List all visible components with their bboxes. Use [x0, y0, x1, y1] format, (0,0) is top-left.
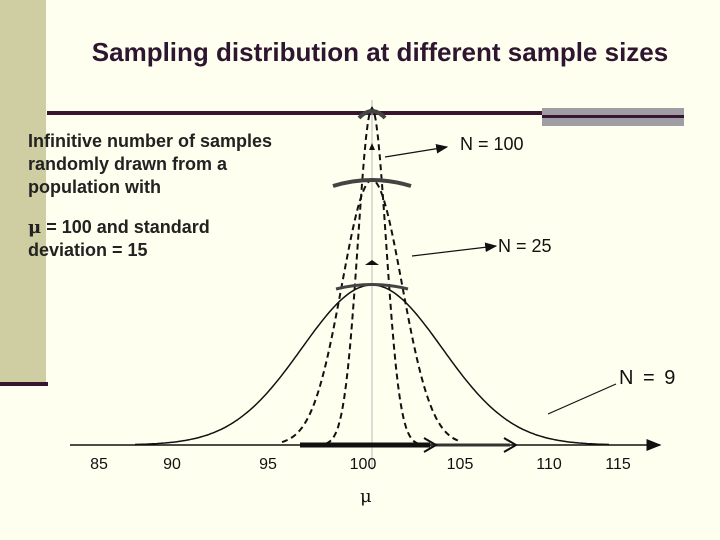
curve-n25: [281, 178, 461, 444]
label-n9: N = 9: [619, 367, 678, 389]
title-rule: [47, 111, 377, 115]
title-rule-right: [377, 111, 542, 115]
description-line-1: Infinitive number of samples randomly dr…: [28, 131, 273, 197]
arrow-n25: [411, 242, 498, 257]
side-accent-bar: [0, 0, 46, 386]
axis-arrow-mark-2: [503, 437, 518, 453]
x-tick-label: 115: [605, 456, 631, 473]
x-tick-label: 105: [446, 456, 474, 473]
label-n100: N = 100: [460, 134, 524, 154]
slide-title: Sampling distribution at different sampl…: [91, 37, 669, 67]
peak-marker-n100: [369, 143, 375, 150]
curve-n25-peak-highlight: [332, 178, 412, 188]
x-tick-label: 110: [536, 456, 562, 473]
title-rule-grey-line: [542, 115, 684, 118]
curve-n9-peak-highlight: [335, 283, 409, 291]
description-line-2: μ = 100 and standard deviation = 15: [28, 216, 288, 262]
arrow-n100: [384, 143, 449, 158]
arrow-n9: [547, 383, 617, 415]
x-tick-label: 85: [90, 456, 108, 473]
curve-n100-peak-highlight: [357, 109, 387, 120]
x-tick-label: 100: [349, 456, 377, 473]
axis-arrow-mark-1: [423, 437, 438, 453]
label-n25: N = 25: [498, 236, 552, 256]
x-tick-label: 90: [163, 456, 181, 473]
description-line-2-text: = 100 and standard deviation = 15: [28, 217, 210, 260]
side-accent-rule: [0, 382, 48, 386]
mean-symbol-label: μ: [360, 486, 372, 507]
peak-marker-n25: [365, 260, 379, 265]
x-tick-label: 95: [259, 456, 277, 473]
curve-n100: [315, 106, 425, 446]
mu-symbol: μ: [28, 217, 42, 238]
